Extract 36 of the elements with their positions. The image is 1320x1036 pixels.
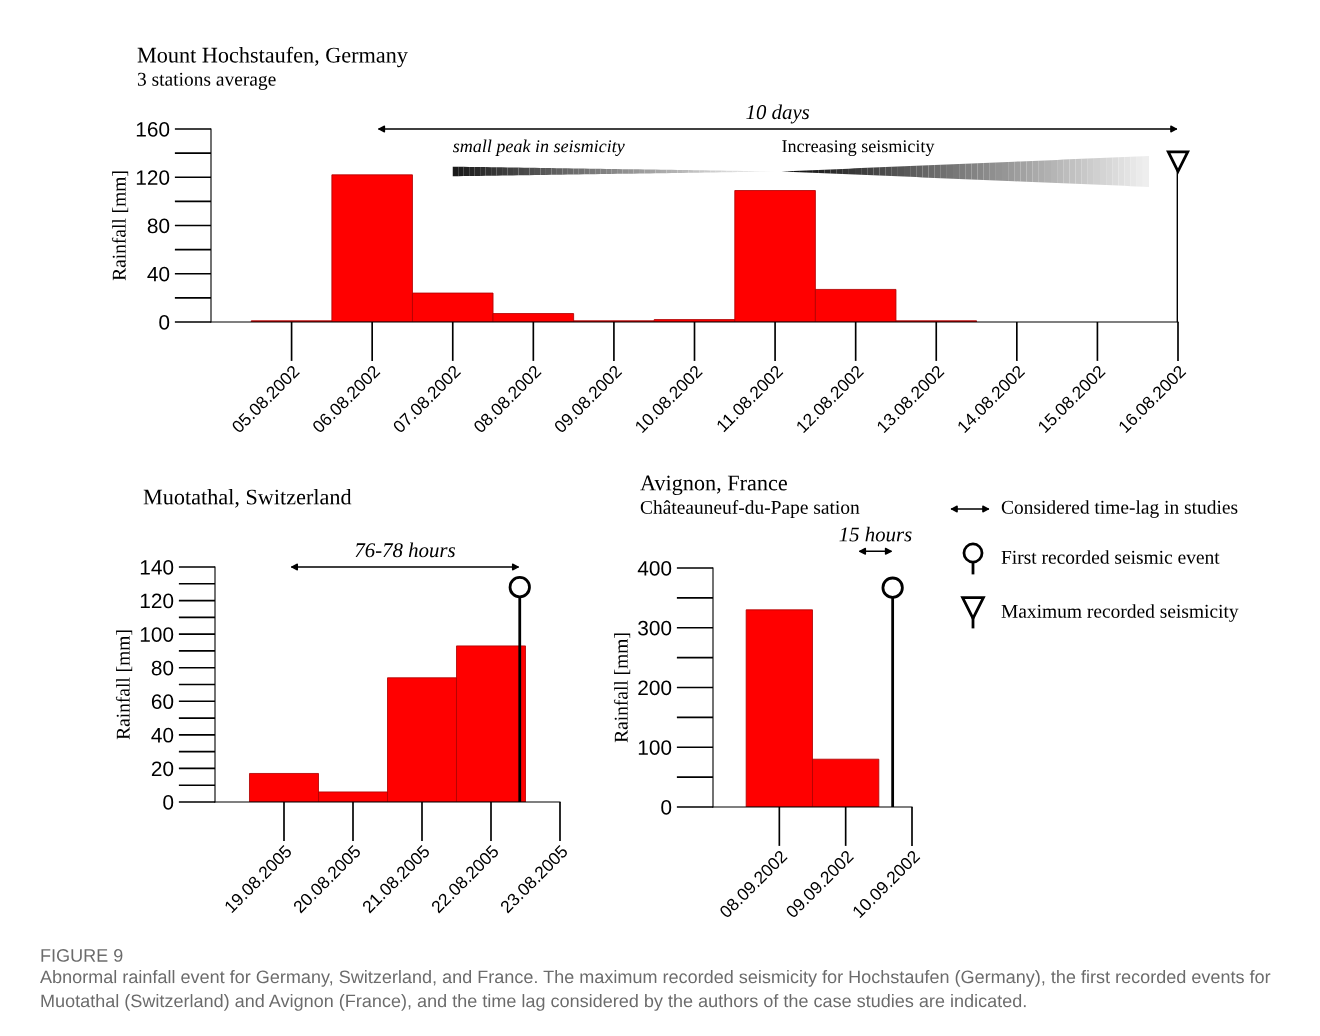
chart-subtitle: Châteauneuf-du-Pape sation [640,500,860,518]
y-tick-label: 40 [151,727,174,743]
y-tick-label: 80 [151,660,174,676]
text: Considered time-lag in studies [1001,500,1238,518]
y-tick-label: 140 [140,560,174,575]
y-tick-label: 0 [159,315,170,330]
y-tick-label: 80 [147,218,170,234]
text: Abnormal rainfall event for Germany, Switzerland, and France. The maximum recorded seismicity for Hochstaufen (Germany), the first recorded events for Muotathal (Switzerland) and Avignon (France), and the time lag considered by the authors of the case studies are indicated. [40,970,1271,1011]
y-axis-title: Rainfall [mm] [111,171,129,281]
y-tick-label: 60 [151,694,174,710]
y-tick-label: 100 [638,740,672,755]
y-tick-label: 20 [151,761,174,777]
chart-title: Muotathal, Switzerland [143,488,352,508]
chart-title: Mount Hochstaufen, Germany [137,46,408,68]
y-axis-title: Rainfall [mm] [613,633,631,743]
y-tick-label: 0 [163,795,174,810]
y-tick-label: 160 [136,122,170,137]
annotation: Increasing seismicity [782,140,935,157]
text: First recorded seismic event [1001,550,1220,564]
text: Maximum recorded seismicity [1001,604,1239,622]
chart-subtitle: 3 stations average [137,72,276,90]
y-tick-label: 400 [637,561,672,576]
y-tick-label: 200 [638,680,672,696]
chart-title: Avignon, France [640,475,787,496]
y-tick-label: 120 [140,593,174,609]
y-axis-title: Rainfall [mm] [115,630,133,740]
y-tick-label: 300 [638,620,672,636]
text: 10 days [746,104,810,124]
y-tick-label: 0 [661,800,672,815]
y-tick-label: 100 [140,627,174,642]
annotation: small peak in seismicity [452,139,625,157]
y-tick-label: 40 [147,266,170,282]
text: 15 hours [839,526,912,542]
text: 76-78 hours [355,542,455,558]
y-tick-label: 120 [136,170,170,185]
caption: FIGURE 9 [41,949,123,962]
